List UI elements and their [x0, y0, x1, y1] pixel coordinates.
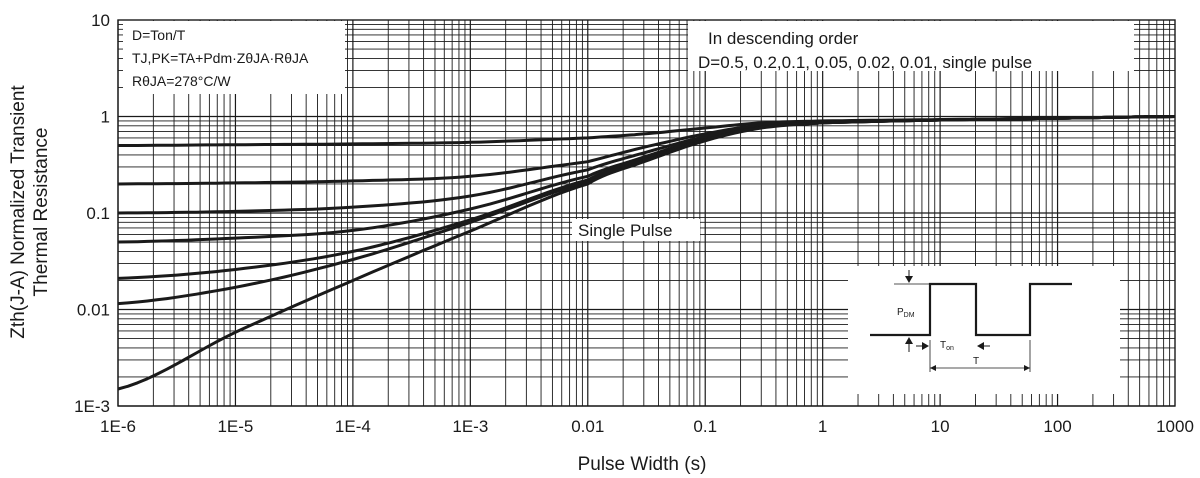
inset-t-label: T — [973, 356, 979, 367]
formula-line1: D=Ton/T — [132, 27, 186, 43]
y-tick-label: 0.1 — [86, 204, 110, 223]
formula-line2: TJ,PK=TA+Pdm·ZθJA·RθJA — [132, 50, 309, 66]
x-tick-label: 1E-5 — [217, 417, 253, 436]
x-tick-label: 100 — [1043, 417, 1071, 436]
single-pulse-text: Single Pulse — [578, 221, 673, 240]
x-tick-label: 1E-6 — [100, 417, 136, 436]
x-tick-label: 0.01 — [571, 417, 604, 436]
x-axis-title: Pulse Width (s) — [578, 454, 707, 475]
series-line-1 — [118, 117, 1175, 185]
series-line-2 — [118, 117, 1175, 214]
x-tick-label: 1E-3 — [452, 417, 488, 436]
single-pulse-label: Single Pulse — [572, 219, 700, 241]
formula-box: D=Ton/T TJ,PK=TA+Pdm·ZθJA·RθJA RθJA=278°… — [123, 21, 345, 94]
pulse-waveform-inset: PDM Ton T — [848, 266, 1120, 394]
y-axis-title-line2: Thermal Resistance — [31, 128, 52, 297]
order-line1: In descending order — [708, 29, 859, 48]
order-line2: D=0.5, 0.2,0.1, 0.05, 0.02, 0.01, single… — [698, 53, 1032, 72]
y-tick-label: 1 — [101, 108, 110, 127]
x-tick-label: 0.1 — [693, 417, 717, 436]
y-tick-label: 10 — [91, 11, 110, 30]
duty-order-box: In descending order D=0.5, 0.2,0.1, 0.05… — [688, 21, 1134, 72]
x-tick-label: 1000 — [1156, 417, 1194, 436]
formula-line3: RθJA=278°C/W — [132, 73, 231, 89]
x-tick-label: 10 — [931, 417, 950, 436]
series-line-4 — [118, 117, 1175, 279]
y-tick-label: 0.01 — [77, 301, 110, 320]
x-tick-label: 1 — [818, 417, 827, 436]
y-axis-title-line1: Zth(J-A) Normalized Transient — [8, 85, 29, 339]
y-tick-label: 1E-3 — [74, 397, 110, 416]
x-tick-label: 1E-4 — [335, 417, 371, 436]
